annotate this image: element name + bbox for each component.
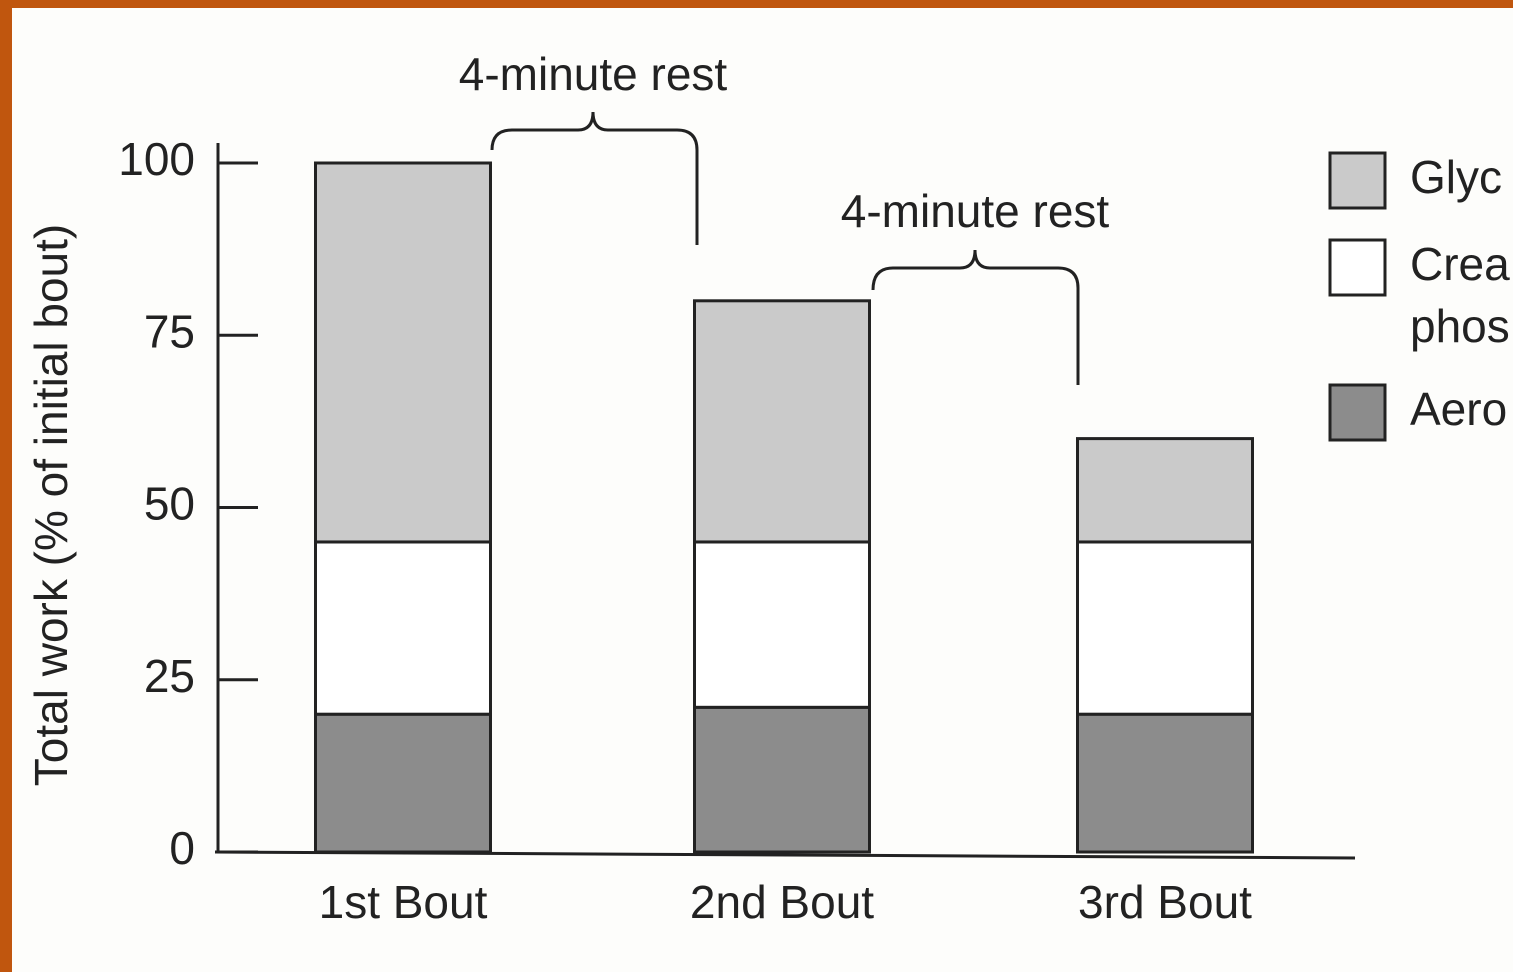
brace (871, 249, 1080, 385)
bar-segment (314, 540, 492, 716)
y-tick-label: 0 (169, 822, 195, 874)
legend-swatch (1328, 383, 1387, 442)
bar-segment (693, 540, 871, 709)
bar-segment (314, 161, 492, 544)
bar-segment (1076, 540, 1254, 716)
annotation: 4-minute rest (841, 185, 1110, 237)
bar-segment (1076, 437, 1254, 544)
x-tick-label: 3rd Bout (1078, 876, 1252, 928)
y-tick-label: 75 (144, 305, 195, 357)
legend-label: Aero (1410, 383, 1507, 435)
x-tick-label: 2nd Bout (690, 876, 874, 928)
legend-swatch (1328, 151, 1387, 210)
bar-segment (314, 712, 492, 854)
y-tick-label: 50 (144, 478, 195, 530)
bar-segment (693, 299, 871, 544)
legend-label: Glyc (1410, 151, 1502, 203)
annotation: 4-minute rest (459, 48, 728, 100)
brace (490, 111, 699, 245)
y-axis-label: Total work (% of initial bout) (25, 224, 77, 786)
x-tick-label: 1st Bout (319, 876, 488, 928)
y-tick-label: 25 (144, 650, 195, 702)
bar-segment (693, 705, 871, 854)
bar-segment (1076, 712, 1254, 854)
y-tick-label: 100 (118, 133, 195, 185)
legend-label: Crea phos (1410, 238, 1510, 352)
legend-swatch (1328, 238, 1387, 297)
